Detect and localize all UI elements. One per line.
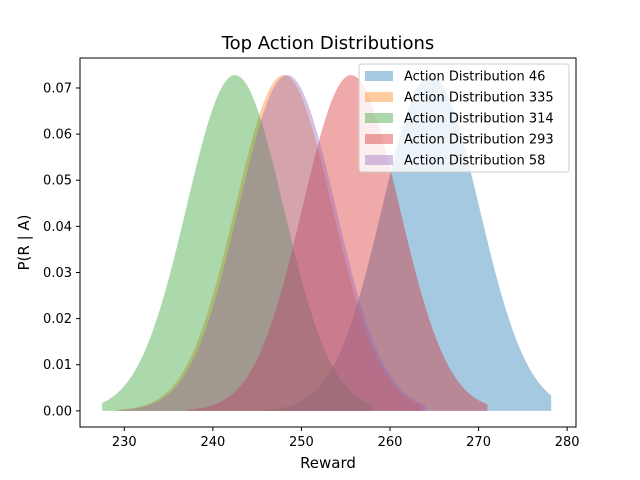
y-tick-label: 0.00	[43, 404, 72, 419]
x-tick-label: 270	[466, 435, 491, 450]
legend-label-action-distribution-335: Action Distribution 335	[404, 91, 554, 106]
x-tick-label: 260	[378, 435, 403, 450]
series-area-action-distribution-58	[119, 75, 426, 411]
x-tick-label: 280	[555, 435, 580, 450]
y-tick-label: 0.07	[43, 81, 72, 96]
y-tick-label: 0.03	[43, 266, 72, 281]
legend-swatch-action-distribution-58	[365, 155, 393, 165]
y-tick-label: 0.06	[43, 128, 72, 143]
series-area-action-distribution-46	[261, 75, 552, 411]
series-area-action-distribution-314	[102, 75, 373, 411]
y-axis: 0.00 0.01 0.02 0.03 0.04 0.05 0.06 0.07	[43, 81, 80, 419]
series-area-action-distribution-335	[115, 75, 422, 411]
legend: Action Distribution 46 Action Distributio…	[358, 63, 570, 173]
x-tick-label: 250	[289, 435, 314, 450]
y-tick-label: 0.02	[43, 312, 72, 327]
y-axis-label: P(R | A)	[15, 214, 33, 270]
series-area-action-distribution-293	[186, 75, 488, 411]
legend-swatch-action-distribution-293	[365, 134, 393, 144]
x-tick-label: 240	[200, 435, 225, 450]
x-axis-label: Reward	[300, 454, 356, 472]
legend-swatch-action-distribution-314	[365, 113, 393, 123]
y-tick-label: 0.04	[43, 220, 72, 235]
legend-swatch-action-distribution-46	[365, 71, 393, 81]
plot-frame	[79, 57, 577, 428]
series-layer	[102, 75, 552, 411]
legend-label-action-distribution-314: Action Distribution 314	[404, 112, 554, 127]
y-tick-label: 0.01	[43, 358, 72, 373]
x-tick-label: 230	[112, 435, 137, 450]
legend-label-action-distribution-293: Action Distribution 293	[404, 133, 554, 148]
chart-title: Top Action Distributions	[221, 33, 435, 54]
legend-swatch-action-distribution-335	[365, 92, 393, 102]
x-axis: 230 240 250 260 270 280	[112, 427, 580, 450]
legend-box	[358, 63, 570, 173]
y-tick-label: 0.05	[43, 174, 72, 189]
legend-label-action-distribution-46: Action Distribution 46	[404, 70, 545, 85]
legend-label-action-distribution-58: Action Distribution 58	[404, 154, 545, 169]
